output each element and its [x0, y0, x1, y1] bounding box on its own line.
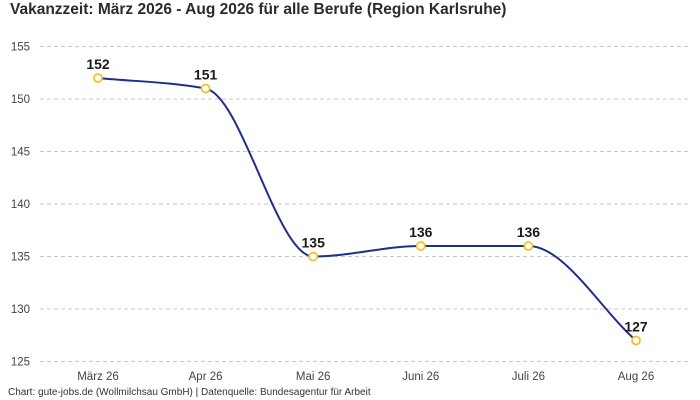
x-tick-label: März 26	[77, 371, 119, 383]
data-point-marker	[93, 73, 103, 83]
x-tick-label: Apr 26	[189, 371, 223, 383]
y-tick-label: 145	[11, 147, 30, 159]
y-tick-label: 155	[11, 42, 30, 54]
x-axis-ticks: März 26 Apr 26 Mai 26 Juni 26 Juli 26 Aug 26	[77, 371, 654, 383]
data-points	[93, 73, 641, 346]
y-tick-label: 140	[11, 199, 30, 211]
y-tick-label: 125	[11, 357, 30, 369]
y-tick-label: 150	[11, 94, 30, 106]
x-tick-label: Juli 26	[512, 371, 545, 383]
x-tick-label: Juni 26	[402, 371, 439, 383]
chart-title: Vakanzzeit: März 2026 - Aug 2026 für all…	[10, 1, 507, 18]
series-line	[97, 77, 637, 342]
data-point-marker	[308, 251, 319, 262]
x-tick-label: Mai 26	[296, 371, 331, 383]
gridlines	[40, 46, 690, 362]
data-value-label: 127	[624, 319, 648, 335]
data-value-label: 135	[302, 235, 326, 251]
data-value-label: 151	[194, 67, 218, 83]
y-tick-label: 130	[11, 304, 30, 316]
data-point-marker	[631, 335, 641, 346]
y-axis-ticks: 125 130 135 140 145 150 155	[11, 42, 30, 369]
data-point-marker	[200, 83, 211, 94]
y-tick-label: 135	[11, 252, 30, 264]
data-point-marker	[415, 241, 426, 251]
data-value-label: 152	[86, 56, 110, 72]
data-labels: 152 151 135 136 136 127	[86, 56, 648, 335]
series-line-path	[97, 77, 637, 342]
data-value-label: 136	[409, 224, 433, 240]
chart-source-note: Chart: gute-jobs.de (Wollmilchsau GmbH) …	[8, 387, 371, 398]
x-tick-label: Aug 26	[618, 371, 654, 383]
data-value-label: 136	[517, 224, 541, 240]
data-point-marker	[523, 241, 534, 251]
